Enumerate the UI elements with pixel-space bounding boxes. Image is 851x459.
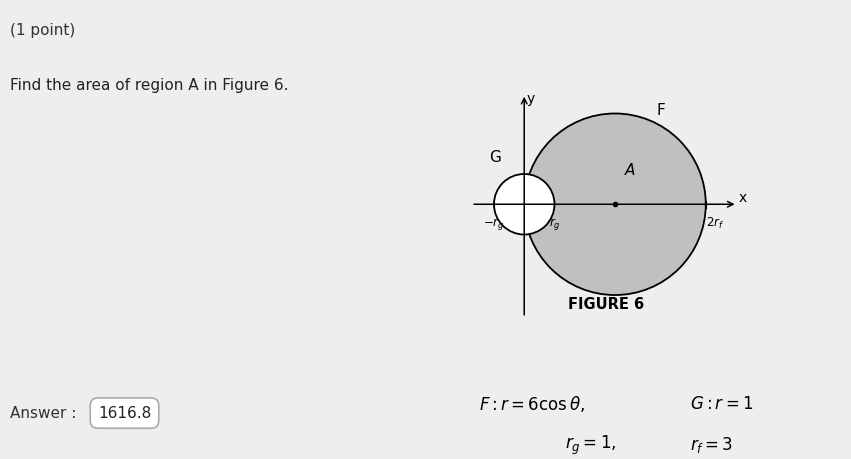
- Text: 1616.8: 1616.8: [98, 406, 151, 420]
- Text: $F: r = 6\cos\theta,$: $F: r = 6\cos\theta,$: [479, 394, 585, 414]
- Text: $r_f = 3$: $r_f = 3$: [690, 436, 734, 455]
- Text: $2r_f$: $2r_f$: [705, 216, 724, 231]
- Text: F: F: [656, 103, 665, 118]
- Text: $r_g$: $r_g$: [549, 216, 560, 232]
- Text: G: G: [489, 150, 501, 165]
- Text: A: A: [625, 163, 636, 179]
- Text: x: x: [739, 191, 747, 205]
- Text: FIGURE 6: FIGURE 6: [568, 297, 644, 312]
- Text: $G: r = 1$: $G: r = 1$: [690, 396, 753, 414]
- Text: $-r_g$: $-r_g$: [483, 216, 505, 232]
- Text: Find the area of region A in Figure 6.: Find the area of region A in Figure 6.: [10, 78, 288, 93]
- Text: (1 point): (1 point): [10, 23, 76, 38]
- Text: $r_g = 1,$: $r_g = 1,$: [565, 434, 616, 457]
- Circle shape: [494, 174, 555, 235]
- Circle shape: [524, 113, 705, 295]
- Text: Answer :: Answer :: [10, 406, 77, 420]
- Text: y: y: [526, 92, 534, 106]
